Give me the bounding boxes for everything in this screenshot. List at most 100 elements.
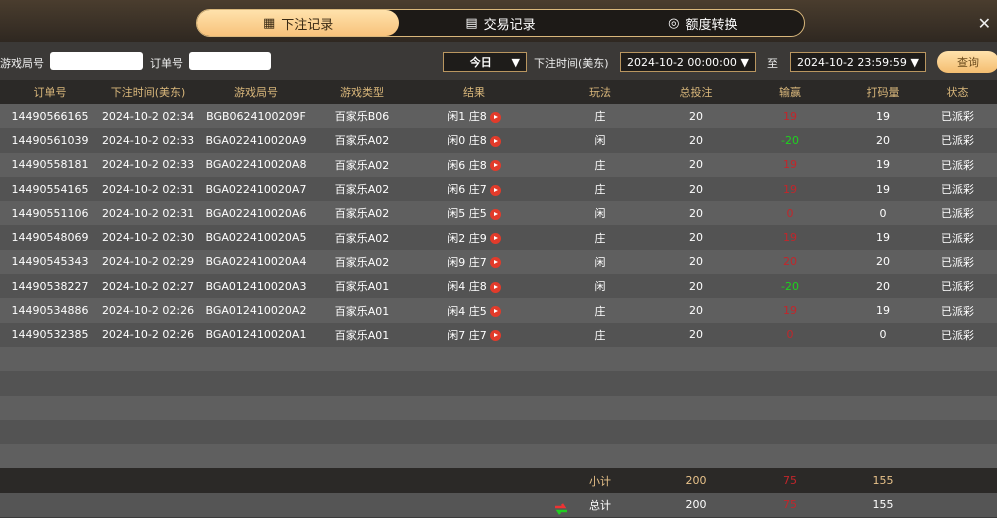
play-replay-icon[interactable] [489,184,501,196]
table-row: 14490538227 2024-10-2 02:27 BGA012410020A3… [0,274,997,299]
cell-3: 百家乐A02 [334,158,390,172]
order-input[interactable] [189,52,271,70]
cell-2: BGA022410020A7 [205,182,307,196]
result-text: 闲7 庄7 [447,328,487,342]
cell-3: 百家乐A02 [334,134,390,148]
cell-6: 20 [689,328,703,342]
result-text: 闲9 庄7 [447,255,487,269]
cell-9: 已派彩 [941,304,974,318]
column-header: 下注时间(美东) [110,86,186,99]
cell-8: 19 [876,158,890,172]
play-replay-icon[interactable] [489,208,501,220]
cell-7: -20 [781,133,799,147]
table-row: 14490554165 2024-10-2 02:31 BGA022410020A7… [0,176,997,202]
cell-6: 20 [689,182,703,196]
empty-row [0,444,997,469]
close-icon[interactable]: ✕ [977,14,991,33]
cell-7: 19 [783,182,797,196]
cell-9: 已派彩 [941,207,974,221]
tab-transaction-records[interactable]: ▤ 交易记录 [465,15,536,33]
subtotal-bet: 200 [685,474,707,488]
cell-2: BGA022410020A4 [205,255,307,269]
cell-2: BGA022410020A8 [205,158,307,172]
total-win: 75 [783,498,797,512]
cell-1: 2024-10-2 02:31 [101,206,195,220]
table-row: 14490545343 2024-10-2 02:29 BGA022410020A4… [0,249,997,275]
cell-5: 庄 [594,328,606,342]
cell-2: BGA022410020A5 [205,231,307,245]
refresh-icon[interactable] [554,502,568,515]
end-time-select[interactable]: 2024-10-2 23:59:59 ▼ [790,52,926,72]
play-replay-icon[interactable] [489,281,501,293]
cell-4: 闲6 庄8 [408,157,540,173]
cell-4: 闲4 庄8 [408,278,540,294]
tab-credit-transfer[interactable]: ◎ 额度转换 [668,15,738,33]
start-time-select[interactable]: 2024-10-2 00:00:00 ▼ [620,52,756,72]
tab-bet-records[interactable]: ▦ 下注记录 [197,10,400,36]
cell-8: 20 [876,279,890,293]
subtotal-win: 75 [783,474,797,488]
play-replay-icon[interactable] [489,330,501,342]
play-replay-icon[interactable] [489,135,501,147]
cell-0: 14490554165 [11,182,89,196]
total-turnover: 155 [872,498,894,512]
cell-1: 2024-10-2 02:27 [101,279,195,293]
tab-bar: ▦ 下注记录 ▤ 交易记录 ◎ 额度转换 [196,9,805,37]
cell-4: 闲2 庄9 [408,230,540,246]
cell-9: 已派彩 [941,280,974,294]
cell-3: 百家乐A02 [334,255,390,269]
cell-0: 14490566165 [11,109,89,123]
play-replay-icon[interactable] [489,233,501,245]
cell-8: 20 [876,133,890,147]
table-row: 14490551106 2024-10-2 02:31 BGA022410020A6… [0,201,997,226]
cell-6: 20 [689,279,703,293]
cell-1: 2024-10-2 02:31 [101,182,195,196]
play-replay-icon[interactable] [489,160,501,172]
result-text: 闲6 庄7 [447,183,487,197]
cell-5: 庄 [594,231,606,245]
period-select[interactable]: 今日 ▼ [443,52,527,72]
play-replay-icon[interactable] [489,306,501,318]
to-label: 至 [767,57,778,70]
cell-1: 2024-10-2 02:34 [101,109,195,123]
cell-9: 已派彩 [941,231,974,245]
cell-0: 14490532385 [11,328,89,342]
cell-7: 19 [783,304,797,318]
cell-0: 14490561039 [11,133,89,147]
cell-9: 已派彩 [941,183,974,197]
cell-6: 20 [689,255,703,269]
play-replay-icon[interactable] [489,111,501,123]
result-text: 闲2 庄9 [447,231,487,245]
cell-3: 百家乐B06 [334,110,390,124]
cell-7: 20 [783,255,797,269]
calendar-icon: ▦ [263,15,276,31]
cell-7: 19 [783,231,797,245]
total-bet: 200 [685,498,707,512]
cell-8: 20 [876,255,890,269]
table-row: 14490534886 2024-10-2 02:26 BGA012410020A2… [0,298,997,323]
cell-2: BGA022410020A9 [205,133,307,147]
column-header: 总投注 [679,86,713,99]
cell-4: 闲9 庄7 [408,254,540,270]
cell-0: 14490545343 [11,255,89,269]
cell-5: 庄 [594,158,606,172]
chevron-down-icon: ▼ [511,55,520,69]
cell-8: 19 [876,231,890,245]
bet-table: 订单号 下注时间(美东) 游戏局号 游戏类型 结果 玩法 总投注 输赢 打码量 状态 144905… [0,80,997,518]
cell-4: 闲4 庄5 [408,303,540,319]
result-text: 闲0 庄8 [447,134,487,148]
play-replay-icon[interactable] [489,257,501,269]
cell-7: 0 [786,206,794,220]
cell-3: 百家乐A01 [334,328,390,342]
cell-3: 百家乐A01 [334,280,390,294]
table-row: 14490558181 2024-10-2 02:33 BGA022410020A8… [0,152,997,177]
round-input[interactable] [50,52,143,70]
query-button[interactable]: 查询 [937,51,997,73]
clipboard-icon: ▤ [465,15,478,31]
cell-8: 0 [879,328,887,342]
result-text: 闲5 庄5 [447,207,487,221]
cell-4: 闲7 庄7 [408,327,540,343]
cell-6: 20 [689,158,703,172]
table-row: 14490566165 2024-10-2 02:34 BGB0624100209F… [0,104,997,129]
cell-3: 百家乐A01 [334,304,390,318]
